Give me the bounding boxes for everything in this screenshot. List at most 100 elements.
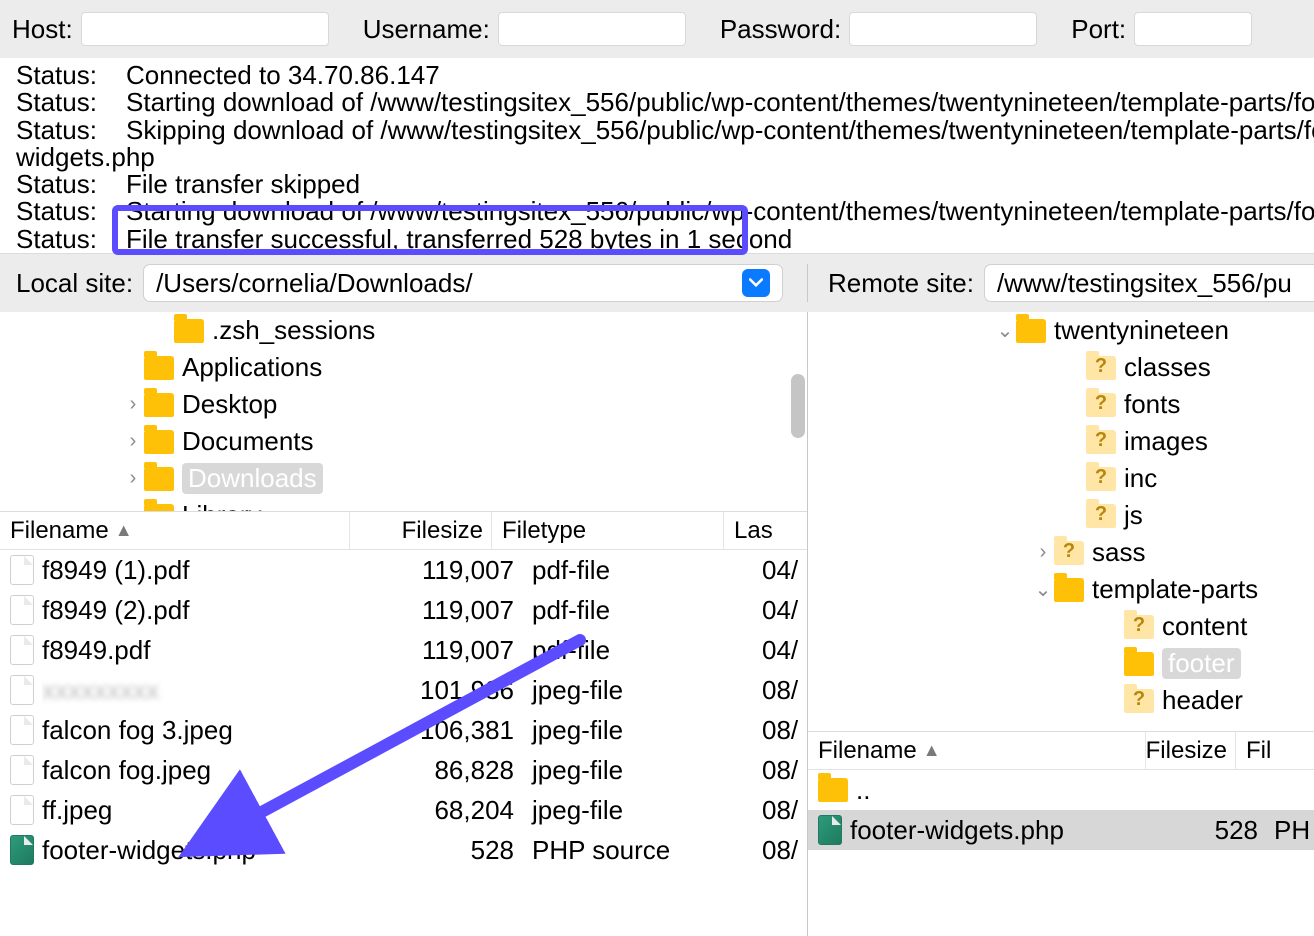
tree-item[interactable]: › Documents (0, 423, 807, 460)
password-input[interactable] (849, 12, 1037, 46)
tree-item[interactable]: › sass (808, 534, 1314, 571)
file-row[interactable]: falcon fog.jpeg 86,828 jpeg-file 08/ (0, 750, 807, 790)
file-last: 08/ (752, 715, 807, 746)
local-file-list-header[interactable]: Filename▲ Filesize Filetype Las (0, 512, 807, 550)
folder-icon (174, 319, 204, 343)
port-input[interactable] (1134, 12, 1252, 46)
file-name: footer-widgets.php (850, 815, 1180, 846)
tree-item[interactable]: inc (808, 460, 1314, 497)
tree-item[interactable]: Applications (0, 349, 807, 386)
log-line: Status:File transfer skipped (16, 171, 1298, 198)
local-path-input[interactable] (144, 268, 742, 299)
chevron-down-icon[interactable] (742, 269, 770, 297)
tree-item-label: classes (1124, 352, 1211, 383)
site-path-row: Local site: Remote site: (0, 254, 1314, 312)
body-columns: .zsh_sessions Applications › Desktop › D… (0, 312, 1314, 936)
chevron-icon: ⌄ (994, 318, 1016, 343)
col-filename[interactable]: Filename▲ (0, 512, 350, 549)
file-row[interactable]: footer-widgets.php 528 PH (808, 810, 1314, 850)
file-row[interactable]: f8949 (1).pdf 119,007 pdf-file 04/ (0, 550, 807, 590)
tree-item-label: Library (182, 500, 261, 512)
file-icon (10, 555, 34, 585)
tree-item[interactable]: fonts (808, 386, 1314, 423)
parent-dir-row[interactable]: .. (808, 770, 1314, 810)
file-type: jpeg-file (522, 795, 752, 826)
password-label: Password: (720, 14, 841, 45)
log-line: Status:Starting download of /www/testing… (16, 89, 1298, 116)
chevron-icon: › (122, 467, 144, 490)
tree-item[interactable]: ⌄ template-parts (808, 571, 1314, 608)
file-name: f8949.pdf (42, 635, 382, 666)
port-label: Port: (1071, 14, 1126, 45)
tree-item-label: images (1124, 426, 1208, 457)
file-name: f8949 (1).pdf (42, 555, 382, 586)
file-row[interactable]: footer-widgets.php 528 PHP source 08/ (0, 830, 807, 870)
folder-icon (1086, 467, 1116, 491)
tree-item-label: inc (1124, 463, 1157, 494)
folder-icon (818, 778, 848, 802)
host-input[interactable] (81, 12, 329, 46)
folder-icon (144, 504, 174, 513)
tree-item[interactable]: ⌄ twentynineteen (808, 312, 1314, 349)
col-filesize[interactable]: Filesize (350, 512, 492, 549)
folder-icon (1086, 504, 1116, 528)
tree-item[interactable]: classes (808, 349, 1314, 386)
file-row[interactable]: f8949 (2).pdf 119,007 pdf-file 04/ (0, 590, 807, 630)
tree-item-label: sass (1092, 537, 1145, 568)
tree-item-label: Applications (182, 352, 322, 383)
tree-item[interactable]: images (808, 423, 1314, 460)
remote-file-list-header[interactable]: Filename▲ Filesize Fil (808, 732, 1314, 770)
file-icon (818, 815, 842, 845)
tree-item[interactable]: footer (808, 645, 1314, 682)
tree-item[interactable]: › Downloads (0, 460, 807, 497)
tree-item-label: twentynineteen (1054, 315, 1229, 346)
file-type: jpeg-file (522, 755, 752, 786)
tree-item[interactable]: js (808, 497, 1314, 534)
col-filetype[interactable]: Filetype (492, 512, 724, 549)
tree-item[interactable]: › Desktop (0, 386, 807, 423)
transfer-log: Status:Connected to 34.70.86.147Status:S… (0, 58, 1314, 254)
tree-item[interactable]: header (808, 682, 1314, 719)
tree-item[interactable]: .zsh_sessions (0, 312, 807, 349)
tree-item[interactable]: content (808, 608, 1314, 645)
file-icon (10, 675, 34, 705)
file-row[interactable]: f8949.pdf 119,007 pdf-file 04/ (0, 630, 807, 670)
col-filesize[interactable]: Filesize (1146, 732, 1236, 769)
file-name: footer-widgets.php (42, 835, 382, 866)
file-row[interactable]: ff.jpeg 68,204 jpeg-file 08/ (0, 790, 807, 830)
log-line: Status:Connected to 34.70.86.147 (16, 62, 1298, 89)
local-path-combo[interactable] (143, 264, 783, 302)
file-type: pdf-file (522, 555, 752, 586)
tree-item[interactable]: Library (0, 497, 807, 512)
username-input[interactable] (498, 12, 686, 46)
file-last: 04/ (752, 555, 807, 586)
local-directory-tree[interactable]: .zsh_sessions Applications › Desktop › D… (0, 312, 807, 512)
col-lastmod[interactable]: Las (724, 512, 807, 549)
file-row[interactable]: falcon fog 3.jpeg 106,381 jpeg-file 08/ (0, 710, 807, 750)
folder-icon (144, 393, 174, 417)
tree-item-label: footer (1162, 648, 1241, 679)
log-line: Status:Starting download of /www/testing… (16, 198, 1298, 225)
tree-item-label: Documents (182, 426, 314, 457)
host-label: Host: (12, 14, 73, 45)
log-line: Status:Skipping download of /www/testing… (16, 117, 1298, 144)
folder-icon (144, 430, 174, 454)
local-file-list[interactable]: f8949 (1).pdf 119,007 pdf-file 04/ f8949… (0, 550, 807, 936)
folder-icon (1124, 652, 1154, 676)
remote-path-combo[interactable] (984, 264, 1314, 302)
tree-item-label: Downloads (182, 463, 323, 494)
remote-path-input[interactable] (985, 268, 1314, 299)
col-filename[interactable]: Filename▲ (808, 732, 1146, 769)
remote-directory-tree[interactable]: ⌄ twentynineteen classes fonts images in… (808, 312, 1314, 732)
remote-file-list[interactable]: .. footer-widgets.php 528 PH (808, 770, 1314, 936)
col-filetype[interactable]: Fil (1236, 732, 1314, 769)
log-line: Status:File transfer successful, transfe… (16, 226, 1298, 253)
file-icon (10, 835, 34, 865)
tree-item-label: content (1162, 611, 1247, 642)
file-type: PHP source (522, 835, 752, 866)
scrollbar-thumb[interactable] (791, 374, 805, 438)
file-icon (10, 595, 34, 625)
tree-item-label: fonts (1124, 389, 1180, 420)
file-row[interactable]: xxxxxxxxx 101,936 jpeg-file 08/ (0, 670, 807, 710)
file-name: f8949 (2).pdf (42, 595, 382, 626)
